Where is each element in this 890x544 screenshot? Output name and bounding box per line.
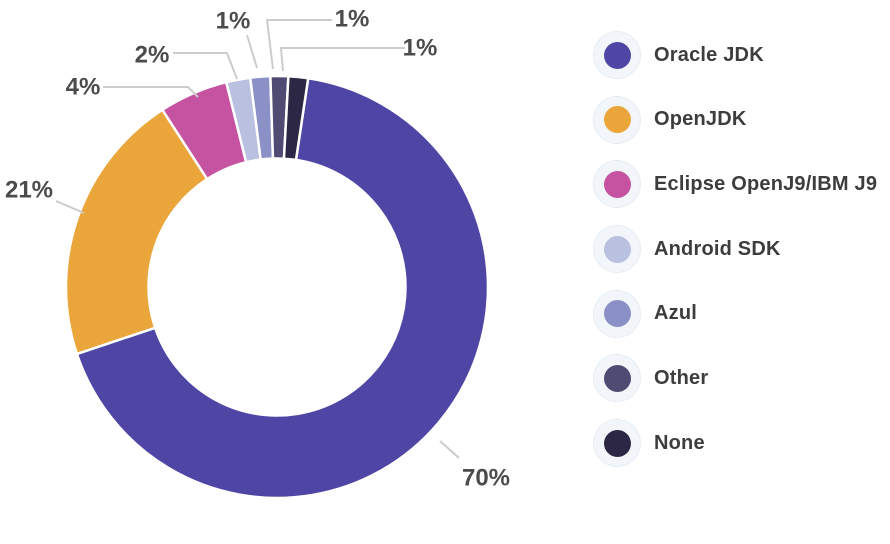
leader-lines <box>55 19 460 459</box>
slice-percent-label: 1% <box>403 35 438 62</box>
slice-percent-label: 4% <box>66 74 101 101</box>
legend-item-label: OpenJDK <box>654 108 747 131</box>
legend-item-label: Eclipse OpenJ9/IBM J9 <box>654 172 878 195</box>
leader-line <box>173 52 238 80</box>
legend-swatch-dot <box>603 300 631 328</box>
legend-swatch-dot <box>603 41 631 69</box>
legend-swatch-dot <box>603 429 631 457</box>
slice-percent-label: 1% <box>335 6 370 33</box>
slice-percent-label: 70% <box>462 465 510 492</box>
legend-item-azul[interactable]: Azul <box>593 289 877 338</box>
legend-swatch-halo <box>593 354 641 403</box>
legend-item-oracle-jdk[interactable]: Oracle JDK <box>593 31 877 79</box>
leader-line <box>439 440 460 459</box>
slice-percent-label: 21% <box>5 177 53 204</box>
legend-item-label: Other <box>654 366 709 389</box>
legend-swatch-halo <box>593 225 641 274</box>
legend-swatch-halo <box>593 289 641 338</box>
legend-item-label: Oracle JDK <box>654 43 764 66</box>
leader-line <box>265 19 332 70</box>
chart-legend: Oracle JDK OpenJDK Eclipse OpenJ9/IBM J9… <box>593 31 878 468</box>
legend-swatch-halo <box>593 419 641 468</box>
leader-line <box>55 200 85 214</box>
legend-item-none[interactable]: None <box>593 419 877 468</box>
slice-percent-label: 1% <box>216 8 251 35</box>
donut-chart-area: 70% 21% 4% 2% 1% 1% 1% <box>5 6 510 500</box>
percent-labels: 70% 21% 4% 2% 1% 1% 1% <box>5 6 510 492</box>
legend-swatch-dot <box>603 106 631 134</box>
legend-swatch-dot <box>603 235 631 263</box>
donut-segment-openjdk[interactable] <box>64 108 209 356</box>
legend-item-openjdk[interactable]: OpenJDK <box>593 95 877 144</box>
legend-item-eclipse-openj9[interactable]: Eclipse OpenJ9/IBM J9 <box>593 160 878 209</box>
slice-percent-label: 2% <box>135 42 170 69</box>
donut-segments <box>64 74 490 500</box>
legend-item-android-sdk[interactable]: Android SDK <box>593 225 877 274</box>
legend-swatch-halo <box>593 31 641 79</box>
legend-item-other[interactable]: Other <box>593 354 877 403</box>
donut-segment-none[interactable] <box>282 75 310 162</box>
leader-line <box>279 47 405 72</box>
legend-item-label: None <box>654 431 705 454</box>
donut-chart: 70% 21% 4% 2% 1% 1% 1% <box>5 6 510 500</box>
legend-item-label: Android SDK <box>654 237 781 260</box>
legend-swatch-dot <box>603 364 631 392</box>
legend-swatch-dot <box>603 170 631 198</box>
legend-swatch-halo <box>593 160 641 209</box>
legend-item-label: Azul <box>654 302 698 325</box>
legend-swatch-halo <box>593 95 641 144</box>
leader-line <box>103 86 199 98</box>
leader-line <box>246 34 258 69</box>
donut-segment-oracle-jdk[interactable] <box>75 77 490 500</box>
